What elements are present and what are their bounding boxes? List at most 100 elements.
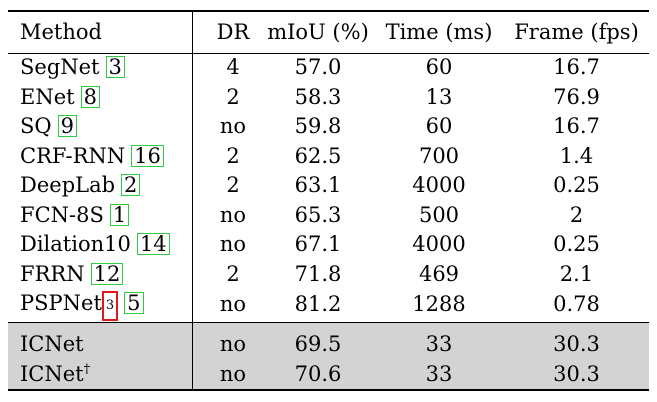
table-row: SQ 9 no 59.8 60 16.7 <box>8 112 649 142</box>
miou-cell: 59.8 <box>294 114 342 138</box>
ours-table-row: ICNet no 69.5 33 30.3 <box>8 330 649 360</box>
fps-cell: 16.7 <box>553 114 600 138</box>
section-gap <box>8 321 649 330</box>
dr-cell: 2 <box>226 173 240 197</box>
miou-cell: 57.0 <box>294 55 342 79</box>
method-name: DeepLab <box>20 173 116 197</box>
table-row: SegNet 3 4 57.0 60 16.7 <box>8 53 649 83</box>
method-name: ENet <box>20 84 75 109</box>
table-row: PSPNet 3 5 no 81.2 1288 0.78 <box>8 289 649 321</box>
table-row: DeepLab 2 2 63.1 4000 0.25 <box>8 171 649 201</box>
fps-cell: 2 <box>569 202 584 227</box>
citation-link[interactable]: 1 <box>109 203 130 226</box>
time-cell: 500 <box>418 202 460 227</box>
method-cell: CRF-RNN 16 <box>8 142 204 172</box>
column-divider <box>192 12 193 389</box>
time-cell: 1288 <box>412 292 466 317</box>
comparison-table: Method DR mIoU (%) Time (ms) Frame (fps)… <box>8 12 649 389</box>
method-name: Dilation10 <box>20 232 131 256</box>
method-name: PSPNet <box>20 291 102 315</box>
time-cell: 700 <box>418 143 460 168</box>
time-cell: 60 <box>425 55 453 79</box>
dr-cell: 2 <box>226 84 240 109</box>
fps-cell: 0.25 <box>553 173 600 197</box>
miou-cell: 62.5 <box>294 143 342 168</box>
method-cell: PSPNet 3 5 <box>8 289 204 321</box>
citation-link[interactable]: 8 <box>80 85 100 108</box>
miou-cell: 67.1 <box>294 232 342 256</box>
citation-link[interactable]: 16 <box>131 144 164 167</box>
time-cell: 469 <box>418 261 460 286</box>
method-name: ICNet <box>20 332 84 356</box>
dr-cell: no <box>219 292 247 317</box>
fps-cell: 76.9 <box>553 84 600 109</box>
method-cell: ICNet† <box>8 360 204 390</box>
method-cell: SQ 9 <box>8 112 204 142</box>
citation-link[interactable]: 2 <box>121 174 141 196</box>
fps-cell: 2.1 <box>559 261 594 286</box>
fps-cell: 0.25 <box>553 232 600 256</box>
superscript-mark: † <box>83 361 91 377</box>
miou-cell: 71.8 <box>294 261 342 286</box>
time-cell: 60 <box>425 114 453 138</box>
method-cell: Dilation10 14 <box>8 230 204 260</box>
fps-cell: 16.7 <box>553 55 600 79</box>
method-name: CRF-RNN <box>20 143 126 168</box>
fps-cell: 30.3 <box>553 332 600 356</box>
dr-cell: no <box>219 232 247 256</box>
header-method: Method <box>20 20 102 44</box>
fps-cell: 1.4 <box>559 143 594 168</box>
method-cell: ICNet <box>8 330 204 360</box>
highlight-shading <box>8 323 649 389</box>
dr-cell: no <box>219 202 247 227</box>
method-cell: ENet 8 <box>8 83 204 113</box>
bottom-rule <box>8 389 649 391</box>
citation-link[interactable]: 12 <box>90 262 124 285</box>
dr-cell: 4 <box>226 55 240 79</box>
miou-cell: 69.5 <box>294 332 342 356</box>
header-row: Method DR mIoU (%) Time (ms) Frame (fps) <box>8 12 649 53</box>
time-cell: 13 <box>425 84 453 109</box>
citation-link[interactable]: 3 <box>105 56 125 78</box>
miou-cell: 58.3 <box>294 84 342 109</box>
header-dr: DR <box>216 20 250 44</box>
method-cell: FCN-8S 1 <box>8 201 204 231</box>
table-row: ENet 8 2 58.3 13 76.9 <box>8 83 649 113</box>
method-name: SQ <box>20 114 52 138</box>
table-row: FRRN 12 2 71.8 469 2.1 <box>8 260 649 290</box>
method-name: ICNet <box>20 361 84 386</box>
time-cell: 4000 <box>412 232 466 256</box>
miou-cell: 63.1 <box>294 173 342 197</box>
method-cell: SegNet 3 <box>8 53 204 83</box>
method-name: FRRN <box>20 261 85 286</box>
time-cell: 33 <box>425 361 453 386</box>
method-name: FCN-8S <box>20 202 104 227</box>
dr-cell: no <box>219 361 247 386</box>
miou-cell: 81.2 <box>294 292 342 317</box>
table-row: CRF-RNN 16 2 62.5 700 1.4 <box>8 142 649 172</box>
citation-link[interactable]: 14 <box>136 233 170 255</box>
method-cell: DeepLab 2 <box>8 171 204 201</box>
citation-link[interactable]: 5 <box>124 292 144 314</box>
fps-cell: 0.78 <box>553 292 600 317</box>
citation-link[interactable]: 9 <box>57 115 77 137</box>
ours-table-row: ICNet† no 70.6 33 30.3 <box>8 360 649 390</box>
table-row: Dilation10 14 no 67.1 4000 0.25 <box>8 230 649 260</box>
dr-cell: no <box>219 332 247 356</box>
dr-cell: no <box>219 114 247 138</box>
miou-cell: 65.3 <box>294 202 342 227</box>
top-rule <box>8 10 649 12</box>
header-fps: Frame (fps) <box>514 20 639 44</box>
header-rule <box>8 53 649 54</box>
time-cell: 4000 <box>412 173 466 197</box>
footnote-link[interactable]: 3 <box>101 291 119 321</box>
dr-cell: 2 <box>226 261 240 286</box>
method-name: SegNet <box>20 55 100 79</box>
table-row: FCN-8S 1 no 65.3 500 2 <box>8 201 649 231</box>
method-cell: FRRN 12 <box>8 260 204 290</box>
header-time: Time (ms) <box>385 20 493 44</box>
section-rule <box>8 322 649 323</box>
time-cell: 33 <box>425 332 453 356</box>
header-miou: mIoU (%) <box>267 20 369 44</box>
miou-cell: 70.6 <box>294 361 342 386</box>
